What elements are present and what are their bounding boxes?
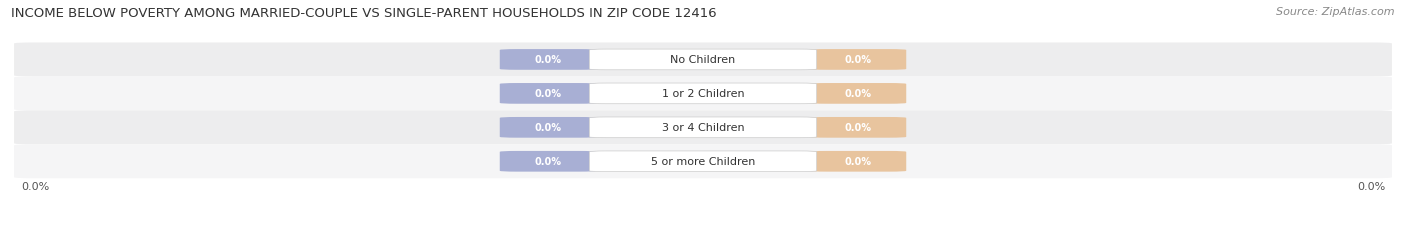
FancyBboxPatch shape xyxy=(14,43,1392,77)
FancyBboxPatch shape xyxy=(499,151,596,172)
FancyBboxPatch shape xyxy=(810,84,907,104)
FancyBboxPatch shape xyxy=(499,84,596,104)
FancyBboxPatch shape xyxy=(499,50,596,70)
Text: 0.0%: 0.0% xyxy=(845,123,872,133)
Text: No Children: No Children xyxy=(671,55,735,65)
Text: 0.0%: 0.0% xyxy=(534,55,561,65)
FancyBboxPatch shape xyxy=(14,145,1392,179)
FancyBboxPatch shape xyxy=(589,151,817,172)
Text: 0.0%: 0.0% xyxy=(21,181,49,191)
FancyBboxPatch shape xyxy=(810,50,907,70)
Text: 0.0%: 0.0% xyxy=(845,89,872,99)
Text: 5 or more Children: 5 or more Children xyxy=(651,157,755,167)
Text: 0.0%: 0.0% xyxy=(534,123,561,133)
FancyBboxPatch shape xyxy=(810,118,907,138)
FancyBboxPatch shape xyxy=(589,50,817,70)
FancyBboxPatch shape xyxy=(589,118,817,138)
Text: INCOME BELOW POVERTY AMONG MARRIED-COUPLE VS SINGLE-PARENT HOUSEHOLDS IN ZIP COD: INCOME BELOW POVERTY AMONG MARRIED-COUPL… xyxy=(11,7,717,20)
FancyBboxPatch shape xyxy=(14,77,1392,111)
FancyBboxPatch shape xyxy=(499,118,596,138)
FancyBboxPatch shape xyxy=(810,151,907,172)
Text: 3 or 4 Children: 3 or 4 Children xyxy=(662,123,744,133)
Text: 0.0%: 0.0% xyxy=(534,157,561,167)
FancyBboxPatch shape xyxy=(589,84,817,104)
Text: Source: ZipAtlas.com: Source: ZipAtlas.com xyxy=(1277,7,1395,17)
Text: 0.0%: 0.0% xyxy=(534,89,561,99)
Text: 1 or 2 Children: 1 or 2 Children xyxy=(662,89,744,99)
FancyBboxPatch shape xyxy=(14,111,1392,145)
Text: 0.0%: 0.0% xyxy=(845,157,872,167)
Text: 0.0%: 0.0% xyxy=(845,55,872,65)
Text: 0.0%: 0.0% xyxy=(1357,181,1385,191)
